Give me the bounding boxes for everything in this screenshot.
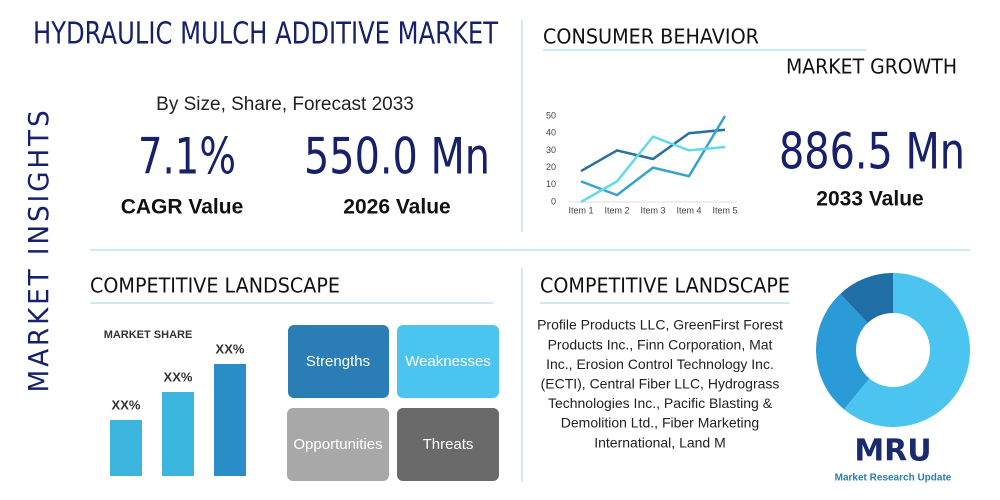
swot-label: Weaknesses bbox=[405, 353, 491, 370]
swot-box bbox=[287, 408, 389, 481]
y-tick-label: 40 bbox=[546, 128, 556, 138]
bar bbox=[110, 420, 142, 476]
y-tick-label: 0 bbox=[551, 196, 556, 206]
line-series bbox=[580, 115, 727, 197]
value-label: XX% bbox=[164, 369, 193, 384]
stat-label: 2033 Value bbox=[816, 188, 923, 211]
swot-box bbox=[288, 325, 389, 398]
stat-label: CAGR Value bbox=[121, 196, 244, 219]
company-line: International, Land M bbox=[594, 434, 726, 450]
value-label: XX% bbox=[112, 397, 141, 412]
y-tick-label: 20 bbox=[546, 162, 556, 172]
section-subtitle: MARKET GROWTH bbox=[786, 55, 957, 79]
logo-name: Market Research Update bbox=[835, 473, 952, 484]
donut-segment bbox=[815, 293, 870, 410]
stat-value: 7.1% bbox=[138, 128, 236, 186]
y-tick-label: 10 bbox=[546, 179, 556, 189]
swot-label: Strengths bbox=[306, 353, 370, 370]
bar bbox=[162, 392, 194, 476]
bar bbox=[214, 364, 246, 476]
section-title: CONSUMER BEHAVIOR bbox=[543, 25, 759, 49]
stat-value: 550.0 Mn bbox=[304, 128, 490, 186]
x-tick-label: Item 2 bbox=[604, 205, 629, 215]
swot-label: Threats bbox=[423, 436, 474, 453]
section-title: COMPETITIVE LANDSCAPE bbox=[90, 274, 340, 298]
x-tick-label: Item 4 bbox=[676, 205, 701, 215]
section-title: COMPETITIVE LANDSCAPE bbox=[540, 274, 790, 298]
company-line: Inc., Erosion Control Technology Inc. bbox=[546, 356, 774, 372]
stat-label: 2026 Value bbox=[343, 196, 450, 219]
company-line: Profile Products LLC, GreenFirst Forest bbox=[537, 317, 783, 333]
company-line: (ECTI), Central Fiber LLC, Hydrograss bbox=[541, 376, 780, 392]
stat-value: 886.5 Mn bbox=[779, 123, 965, 181]
x-tick-label: Item 3 bbox=[640, 205, 665, 215]
y-tick-label: 30 bbox=[546, 145, 556, 155]
swot-box bbox=[397, 325, 499, 398]
title: HYDRAULIC MULCH ADDITIVE MARKET bbox=[33, 17, 499, 52]
value-label: XX% bbox=[216, 341, 245, 356]
x-tick-label: Item 1 bbox=[568, 205, 593, 215]
donut-segment bbox=[840, 273, 893, 324]
swot-box bbox=[397, 408, 499, 481]
chart-title: MARKET SHARE bbox=[104, 329, 193, 341]
company-line: Demolition Ltd., Fiber Marketing bbox=[561, 415, 759, 431]
donut-segment bbox=[843, 273, 970, 427]
company-line: Products Inc., Finn Corporation, Mat bbox=[548, 336, 773, 352]
swot-label: Opportunities bbox=[293, 436, 382, 453]
line-series bbox=[580, 135, 726, 204]
logo-mark: MRU bbox=[854, 434, 931, 469]
company-list: Profile Products LLC, GreenFirst Forest P… bbox=[537, 317, 783, 451]
side-label: MARKET INSIGHTS bbox=[22, 108, 55, 393]
x-tick-label: Item 5 bbox=[712, 205, 737, 215]
y-tick-label: 50 bbox=[546, 110, 556, 120]
line-series bbox=[580, 128, 726, 173]
subtitle: By Size, Share, Forecast 2033 bbox=[156, 94, 414, 115]
company-line: Technologies Inc., Pacific Blasting & bbox=[548, 395, 773, 411]
